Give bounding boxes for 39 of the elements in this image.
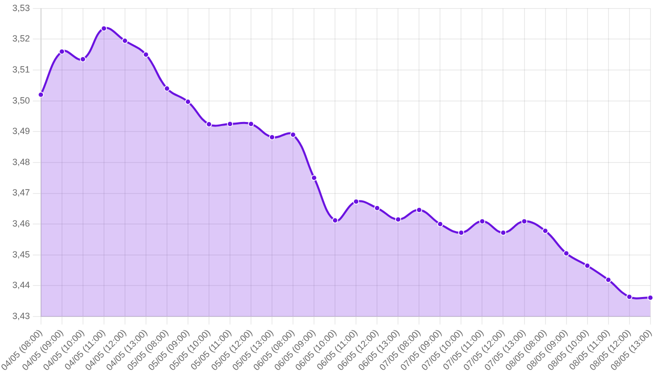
y-tick-label: 3,45 bbox=[12, 249, 30, 260]
point bbox=[416, 206, 422, 213]
point bbox=[563, 250, 570, 256]
point bbox=[58, 48, 65, 55]
y-tick-label: 3,46 bbox=[12, 218, 30, 229]
point bbox=[184, 98, 191, 105]
point bbox=[458, 230, 464, 236]
point bbox=[269, 134, 276, 140]
point bbox=[500, 230, 506, 236]
point bbox=[605, 276, 612, 283]
point bbox=[374, 205, 380, 212]
point bbox=[395, 216, 402, 222]
point bbox=[521, 218, 528, 224]
y-tick-label: 3,43 bbox=[12, 310, 30, 321]
point bbox=[437, 221, 444, 228]
point bbox=[353, 198, 360, 205]
point bbox=[542, 228, 548, 234]
y-tick-label: 3,50 bbox=[12, 95, 30, 106]
y-tick-label: 3,53 bbox=[12, 2, 30, 13]
y-tick-label: 3,47 bbox=[12, 188, 30, 198]
point bbox=[80, 56, 86, 62]
point bbox=[647, 294, 654, 301]
y-tick-label: 3,52 bbox=[12, 34, 30, 44]
point bbox=[100, 25, 107, 32]
y-tick-label: 3,48 bbox=[12, 156, 30, 167]
point bbox=[142, 52, 149, 58]
point bbox=[332, 217, 338, 224]
y-tick-label: 3,44 bbox=[12, 280, 30, 290]
point bbox=[227, 120, 234, 127]
point bbox=[164, 86, 170, 92]
point bbox=[206, 121, 212, 128]
y-tick-label: 3,51 bbox=[12, 64, 30, 75]
y-tick-label: 3,49 bbox=[12, 126, 30, 136]
point bbox=[248, 120, 254, 127]
point bbox=[626, 294, 632, 300]
point bbox=[122, 38, 128, 44]
point bbox=[290, 132, 296, 138]
point bbox=[479, 218, 486, 224]
point bbox=[584, 262, 590, 269]
